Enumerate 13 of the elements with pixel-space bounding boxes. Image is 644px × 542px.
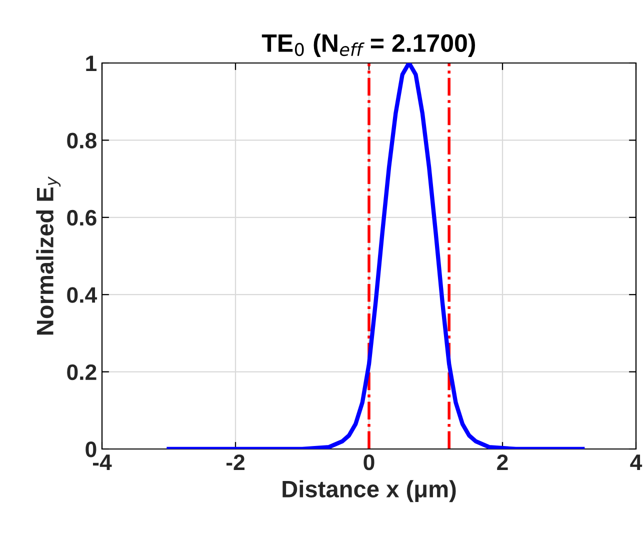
line-series — [166, 63, 585, 449]
x-tick-label: 4 — [630, 454, 642, 470]
x-tick-label: 0 — [364, 454, 374, 470]
y-tick-label: 0.4 — [67, 287, 98, 303]
y-tick-label: 0.6 — [67, 210, 96, 226]
y-tick-label: 1 — [86, 56, 97, 72]
y-tick-label: 0.2 — [67, 364, 96, 380]
x-tick-label: -2 — [226, 454, 244, 470]
x-tick-label: 2 — [497, 454, 508, 470]
chart-title: TE$_{0}$ (N$_{eff}$ = 2.1700) — [262, 34, 475, 57]
y-axis-title: Normalized E$_{y}$ — [36, 176, 61, 335]
x-axis-title: Distance x (μm) — [282, 480, 456, 502]
y-tick-label: 0.8 — [67, 132, 96, 148]
